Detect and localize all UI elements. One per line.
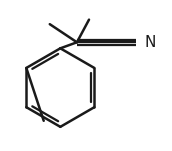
Text: N: N bbox=[144, 35, 155, 50]
